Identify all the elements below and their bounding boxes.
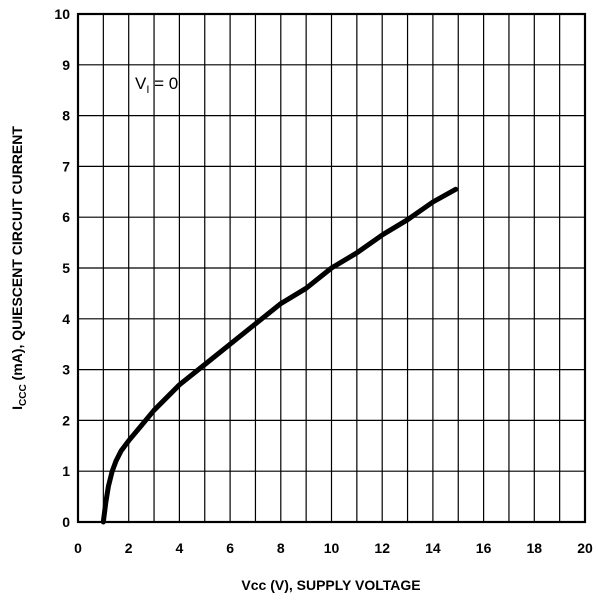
annotation-rest: = 0 <box>149 74 178 93</box>
y-tick-label: 6 <box>62 209 70 225</box>
y-tick-label: 4 <box>62 311 70 327</box>
y-tick-labels: 0 1 2 3 4 5 6 7 8 9 10 <box>54 6 70 530</box>
y-axis-title-rest: (mA), QUIESCENT CIRCUIT CURRENT <box>9 126 25 385</box>
y-tick-label: 5 <box>62 260 70 276</box>
x-tick-label: 8 <box>277 540 285 556</box>
y-tick-label: 0 <box>62 514 70 530</box>
annotation-subscript: I <box>146 84 149 96</box>
x-tick-labels: 0 2 4 6 8 10 12 14 16 18 20 <box>74 540 593 556</box>
annotation-main: V <box>135 74 147 93</box>
y-tick-label: 2 <box>62 412 70 428</box>
y-axis-title: ICCC (mA), QUIESCENT CIRCUIT CURRENT <box>9 126 29 410</box>
x-tick-label: 12 <box>374 540 390 556</box>
x-tick-label: 16 <box>476 540 492 556</box>
x-tick-label: 4 <box>176 540 184 556</box>
series-line <box>100 186 459 525</box>
chart-grid <box>78 14 585 522</box>
x-tick-label: 0 <box>74 540 82 556</box>
x-axis-title: Vcc (V), SUPPLY VOLTAGE <box>241 577 420 593</box>
y-tick-label: 8 <box>62 108 70 124</box>
chart-annotation: VI = 0 <box>135 74 178 96</box>
x-tick-label: 18 <box>527 540 543 556</box>
x-tick-label: 2 <box>125 540 133 556</box>
x-tick-label: 6 <box>226 540 234 556</box>
y-axis-title-subscript: CCC <box>18 384 29 406</box>
x-tick-label: 20 <box>577 540 593 556</box>
y-tick-label: 1 <box>62 463 70 479</box>
x-tick-label: 14 <box>425 540 441 556</box>
y-tick-label: 7 <box>62 158 70 174</box>
y-tick-label: 3 <box>62 362 70 378</box>
y-tick-label: 9 <box>62 57 70 73</box>
plot-area-frame <box>76 12 587 524</box>
y-tick-label: 10 <box>54 6 70 22</box>
x-tick-label: 10 <box>324 540 340 556</box>
y-axis-title-prefix: I <box>9 406 25 410</box>
